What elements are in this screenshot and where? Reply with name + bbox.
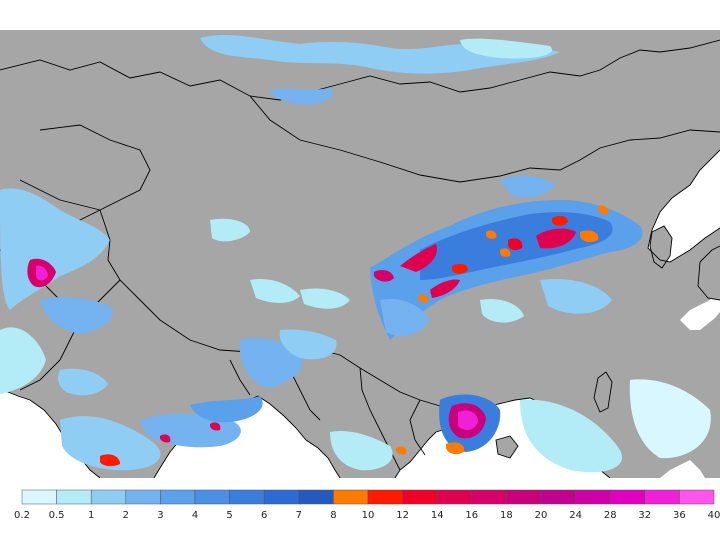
legend-swatch — [125, 489, 161, 505]
legend-tick-label: 18 — [500, 510, 513, 521]
precipitation-south-core — [100, 379, 711, 473]
legend-tick-label: 0.2 — [14, 510, 30, 521]
legend-swatch — [471, 489, 507, 505]
legend-swatch — [575, 489, 611, 505]
legend-tick-label: 16 — [465, 510, 478, 521]
land-taiwan — [594, 372, 612, 412]
legend-tick-label: 7 — [296, 510, 302, 521]
legend-swatch — [90, 489, 127, 505]
legend-tick-label: 2 — [123, 510, 129, 521]
legend-tick-label: 1 — [88, 510, 94, 521]
color-legend: 0.2 0.5 1 2 3 4 5 6 7 8 10 12 14 16 18 20 24 28 32 36 40 — [14, 489, 720, 521]
legend-labels: 0.2 0.5 1 2 3 4 5 6 7 8 10 12 14 16 18 20 24 28 32 36 40 — [14, 510, 720, 521]
legend-swatch — [506, 489, 542, 505]
legend-swatch — [21, 489, 57, 505]
legend-tick-label: 32 — [638, 510, 651, 521]
legend-swatch — [367, 489, 403, 505]
legend-swatch — [540, 489, 576, 505]
legend-swatch — [644, 489, 680, 505]
land-japan — [698, 246, 720, 300]
legend-tick-label: 28 — [604, 510, 617, 521]
legend-swatch — [229, 489, 265, 505]
legend-tick-label: 24 — [569, 510, 582, 521]
legend-tick-label: 10 — [362, 510, 375, 521]
legend-tick-label: 3 — [157, 510, 163, 521]
legend-swatch — [56, 489, 92, 505]
legend-tick-label: 14 — [431, 510, 444, 521]
legend-swatch — [263, 489, 300, 505]
legend-swatch — [402, 489, 438, 505]
legend-swatch — [194, 489, 230, 505]
precipitation-light — [0, 34, 560, 471]
legend-tick-label: 40 — [708, 510, 720, 521]
legend-swatches — [21, 489, 715, 505]
land-area — [0, 30, 720, 478]
legend-swatch — [333, 489, 369, 505]
legend-tick-label: 12 — [396, 510, 409, 521]
legend-tick-label: 5 — [226, 510, 232, 521]
legend-tick-label: 4 — [192, 510, 198, 521]
legend-swatch — [298, 489, 334, 505]
legend-swatch — [609, 489, 646, 505]
legend-swatch — [679, 489, 715, 505]
legend-tick-label: 6 — [261, 510, 267, 521]
legend-tick-label: 0.5 — [49, 510, 65, 521]
legend-swatch — [436, 489, 473, 505]
legend-tick-label: 8 — [330, 510, 336, 521]
legend-swatch — [160, 489, 196, 505]
precipitation-heavy — [374, 205, 609, 303]
legend-tick-label: 36 — [673, 510, 686, 521]
land-hainan — [496, 436, 518, 458]
precipitation-map — [0, 30, 720, 478]
land-korea — [650, 226, 672, 268]
legend-tick-label: 20 — [535, 510, 548, 521]
